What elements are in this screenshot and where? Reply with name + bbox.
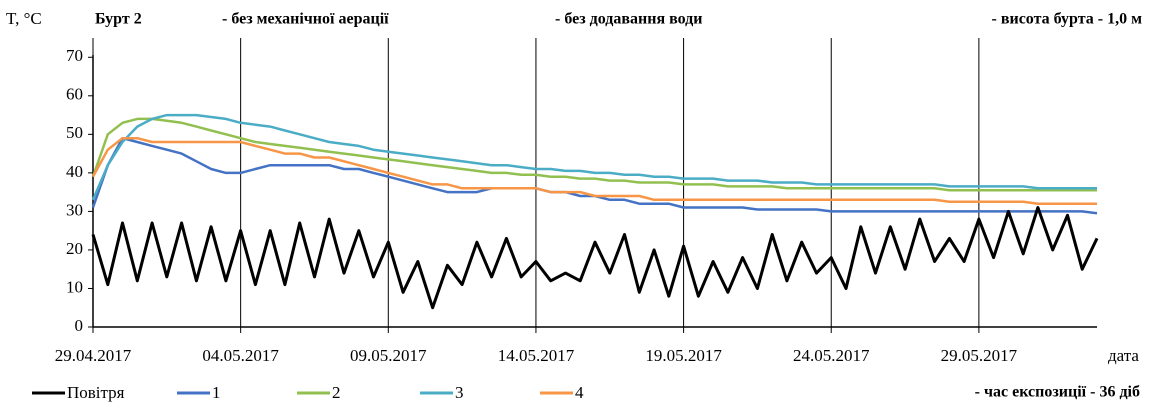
legend-label: 2 (332, 383, 341, 402)
x-tick-label: 14.05.2017 (498, 346, 575, 365)
x-tick-label: 19.05.2017 (645, 346, 722, 365)
x-axis-label: дата (1108, 346, 1139, 365)
annotation: - висота бурта - 1,0 м (992, 11, 1143, 28)
series-line (91, 117, 1097, 192)
legend-label: Повітря (67, 383, 125, 402)
series-line (91, 136, 1097, 205)
legend-label: 3 (455, 383, 464, 402)
y-tick-label: 60 (66, 85, 83, 104)
x-tick-label: 04.05.2017 (202, 346, 279, 365)
y-tick-label: 20 (66, 239, 83, 258)
series-line (91, 206, 1099, 310)
x-tick-label: 29.04.2017 (55, 346, 132, 365)
x-tick-label: 24.05.2017 (793, 346, 870, 365)
annotation: - час експозиції - 36 діб (975, 384, 1140, 401)
legend-label: 1 (212, 383, 221, 402)
annotation: - без механічної аерації (222, 11, 389, 28)
series-line (91, 113, 1097, 201)
y-tick-label: 40 (66, 162, 83, 181)
chart-title: Бурт 2 (95, 11, 142, 28)
y-tick-label: 50 (66, 123, 83, 142)
y-axis-label: T, °C (6, 9, 42, 28)
annotation: - без додавання води (555, 11, 703, 28)
y-tick-label: 0 (75, 316, 84, 335)
y-tick-label: 10 (66, 277, 83, 296)
x-tick-label: 29.05.2017 (941, 346, 1018, 365)
legend-label: 4 (575, 383, 584, 402)
y-tick-label: 70 (66, 46, 83, 65)
y-tick-label: 30 (66, 200, 83, 219)
x-tick-label: 09.05.2017 (350, 346, 427, 365)
